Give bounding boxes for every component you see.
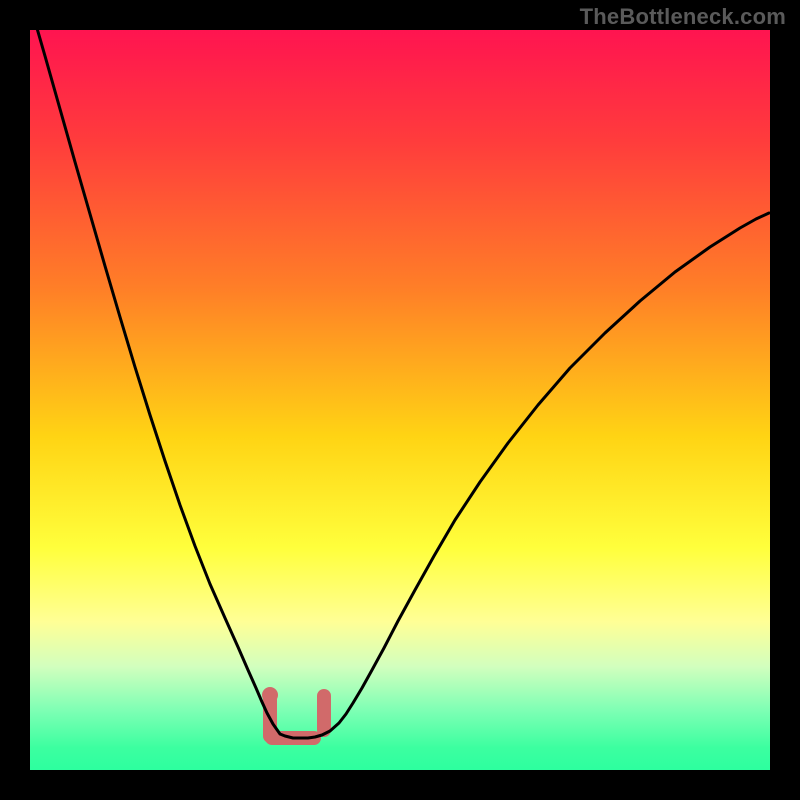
plot-area bbox=[30, 30, 770, 770]
watermark-text: TheBottleneck.com bbox=[580, 4, 786, 30]
marker-dot bbox=[262, 687, 278, 703]
chart-container: TheBottleneck.com bbox=[0, 0, 800, 800]
curve-overlay bbox=[30, 30, 770, 770]
bottleneck-curve bbox=[30, 30, 769, 738]
marker-group bbox=[262, 687, 324, 738]
